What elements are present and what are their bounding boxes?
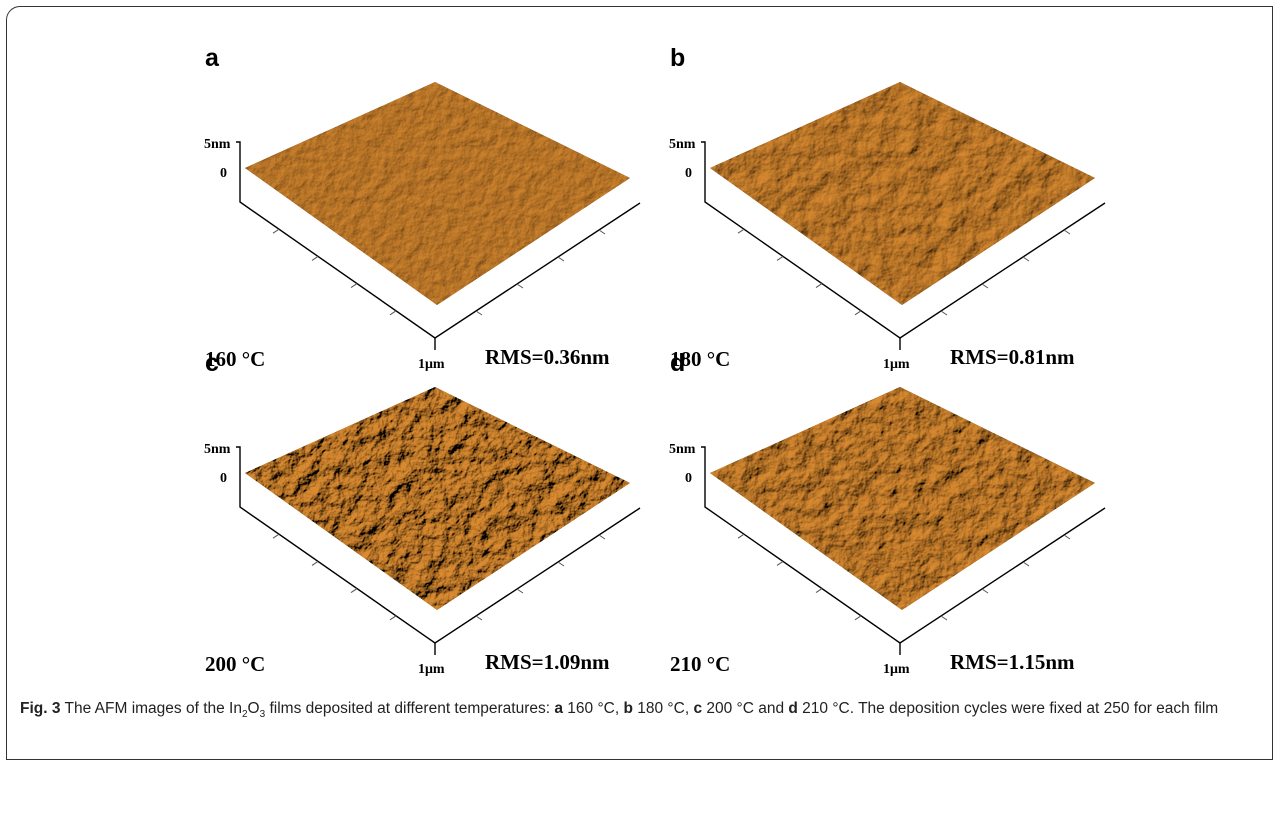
axis-tick: [981, 283, 989, 289]
axis-tick: [1022, 561, 1030, 567]
panel-label: c: [205, 349, 219, 377]
axis-tick: [350, 283, 358, 289]
rms-value: RMS=1.09nm: [485, 650, 610, 674]
axis-tick: [940, 615, 948, 621]
axis-tick: [776, 255, 784, 261]
axis-tick: [598, 229, 606, 235]
caption-text: 160 °C,: [563, 700, 624, 717]
caption-text: 210 °C. The deposition cycles were fixed…: [797, 700, 1219, 717]
axis-lines: [236, 446, 641, 644]
axis-tick: [815, 283, 823, 289]
z-zero-label: 0: [685, 471, 692, 486]
caption-text: 180 °C,: [632, 700, 694, 717]
axis-tick: [350, 588, 358, 594]
axis-tick: [475, 615, 483, 621]
axis-tick: [272, 228, 280, 234]
afm-surface: [245, 387, 630, 610]
temperature: 160 °C: [205, 347, 265, 371]
caption-text: 2: [241, 709, 248, 721]
axis-tick: [516, 283, 524, 289]
axis-tick: [854, 615, 862, 621]
axis-tick: [598, 534, 606, 540]
axis-tick: [311, 255, 319, 261]
axis-tick: [1063, 229, 1071, 235]
axis-lines: [701, 446, 1106, 644]
axis-tick: [737, 228, 745, 234]
extent-label: 1μm: [883, 357, 910, 372]
afm-panel: c 5nm 0 200 °C 1μm RMS=1.09nm: [204, 349, 641, 677]
afm-surface: [710, 82, 1095, 305]
afm-surface: [710, 387, 1095, 610]
afm-panel: d 5nm 0 210 °C 1μm RMS=1.15nm: [669, 349, 1106, 677]
caption-text: b: [623, 700, 633, 717]
axis-tick: [776, 560, 784, 566]
axis-tick: [516, 588, 524, 594]
caption-text: 200 °C and: [702, 700, 789, 717]
extent-label: 1μm: [418, 662, 445, 677]
caption-text: The AFM images of the In: [60, 700, 242, 717]
caption-text: a: [554, 700, 563, 717]
axis-tick: [389, 310, 397, 316]
z-zero-label: 0: [685, 166, 692, 181]
caption-text: 3: [259, 709, 266, 721]
z-max-label: 5nm: [204, 137, 231, 152]
axis-tick: [815, 588, 823, 594]
afm-panel: b 5nm 0 180 °C 1μm RMS=0.81nm: [669, 44, 1106, 372]
z-max-label: 5nm: [669, 137, 696, 152]
extent-label: 1μm: [883, 662, 910, 677]
figure-frame: [6, 6, 1273, 760]
axis-tick: [940, 310, 948, 316]
temperature: 210 °C: [670, 652, 730, 676]
caption-text: d: [788, 700, 798, 717]
axis-lines: [701, 141, 1106, 339]
rms-value: RMS=0.81nm: [950, 345, 1075, 369]
caption-text: films deposited at different temperature…: [265, 700, 555, 717]
z-max-label: 5nm: [669, 442, 696, 457]
afm-panel: a 5nm 0 160 °C 1μm RMS=0.36nm: [204, 44, 641, 372]
panel-label: b: [670, 44, 685, 72]
extent-label: 1μm: [418, 357, 445, 372]
axis-tick: [1063, 534, 1071, 540]
z-max-label: 5nm: [204, 442, 231, 457]
axis-tick: [475, 310, 483, 316]
temperature: 180 °C: [670, 347, 730, 371]
panel-label: a: [205, 44, 220, 72]
caption-text: O: [247, 700, 260, 717]
axis-tick: [854, 310, 862, 316]
axis-tick: [737, 533, 745, 539]
panel-label: d: [670, 349, 685, 377]
axis-tick: [1022, 256, 1030, 262]
temperature: 200 °C: [205, 652, 265, 676]
axis-tick: [981, 588, 989, 594]
z-zero-label: 0: [220, 166, 227, 181]
axis-tick: [389, 615, 397, 621]
caption-text: c: [693, 700, 703, 717]
caption: Fig. 3 The AFM images of the In2O3 films…: [20, 696, 1260, 721]
figure: a 5nm 0 160 °C 1μm RMS=0.36nm b 5nm 0 180 °C 1μm RM…: [204, 44, 1106, 677]
caption-label: Fig. 3: [20, 700, 61, 717]
afm-surface: [245, 82, 630, 305]
rms-value: RMS=1.15nm: [950, 650, 1075, 674]
axis-tick: [557, 256, 565, 262]
rms-value: RMS=0.36nm: [485, 345, 610, 369]
axis-tick: [557, 561, 565, 567]
z-zero-label: 0: [220, 471, 227, 486]
axis-tick: [272, 533, 280, 539]
axis-tick: [311, 560, 319, 566]
axis-lines: [236, 141, 641, 339]
